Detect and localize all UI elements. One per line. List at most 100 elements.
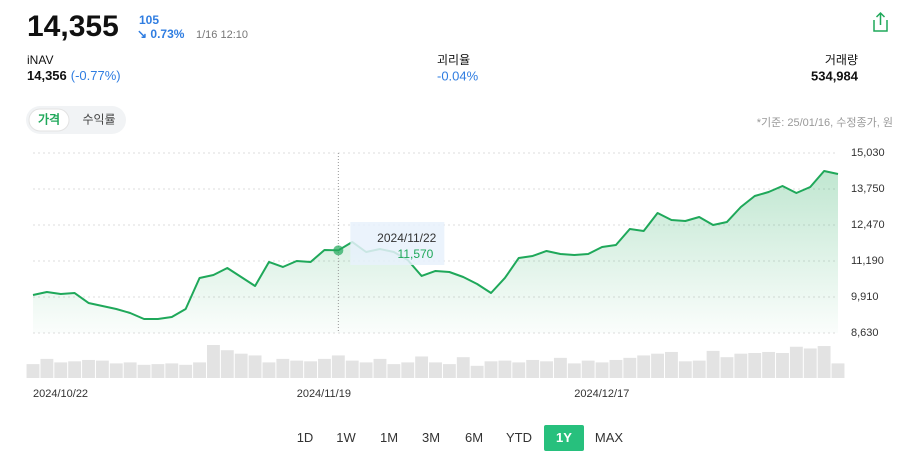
tooltip-value: 11,570 — [398, 247, 434, 261]
volume-bar — [429, 362, 442, 378]
gap-label: 괴리율 — [437, 53, 470, 67]
volume-bar — [442, 364, 456, 378]
volume-bar — [318, 358, 331, 378]
volume-bar — [734, 353, 748, 378]
volume-bar — [789, 346, 803, 378]
volume-bar — [762, 351, 776, 378]
change: 105 — [139, 13, 159, 27]
inav-line: 14,356 (-0.77%) — [27, 68, 121, 83]
range-button[interactable]: MAX — [595, 430, 624, 445]
x-tick-label: 2024/12/17 — [574, 388, 629, 400]
volume-bar — [359, 362, 373, 378]
volume-bar — [748, 352, 762, 378]
tab-active-bg — [28, 108, 70, 132]
volume-bar — [651, 353, 665, 378]
volume-bar — [248, 355, 262, 378]
volume-bar — [678, 361, 692, 378]
range-button[interactable]: 1D — [297, 430, 314, 445]
volume-label: 거래량 — [825, 53, 858, 67]
volume-bar — [470, 365, 484, 378]
volume-bar — [803, 348, 817, 378]
inav-pct: (-0.77%) — [71, 68, 121, 83]
share-arrow — [875, 11, 886, 25]
volume-bar — [193, 362, 206, 378]
volume-bar — [637, 355, 651, 378]
volume-bar — [526, 359, 540, 378]
range-button[interactable]: 1Y — [556, 430, 572, 445]
tooltip-bg — [350, 222, 445, 265]
volume-bar — [109, 363, 123, 378]
volume-bar — [415, 356, 429, 378]
x-tick-label: 2024/11/19 — [297, 388, 351, 400]
y-tick-label: 9,910 — [851, 291, 879, 303]
volume-bar — [26, 364, 40, 378]
volume-bar — [54, 362, 68, 378]
volume-bar — [331, 355, 345, 378]
volume-bar — [401, 362, 415, 378]
range-button[interactable]: 1M — [380, 430, 398, 445]
volume-bar — [581, 360, 595, 378]
volume-bar — [276, 358, 290, 378]
range-active-bg — [544, 425, 584, 451]
volume-bar — [553, 357, 567, 378]
volume-bar — [151, 364, 165, 378]
share-box — [873, 20, 888, 32]
inav-value: 14,356 — [27, 68, 67, 83]
inav-label: iNAV — [27, 53, 53, 67]
volume-bar — [595, 362, 609, 378]
volume-bar — [137, 364, 151, 378]
tab[interactable]: 가격 — [38, 112, 60, 127]
y-tick-label: 11,190 — [851, 255, 884, 267]
volume-bar — [304, 361, 318, 378]
volume-bar — [345, 360, 359, 378]
tooltip-date: 2024/11/22 — [377, 231, 436, 245]
price-line — [32, 170, 839, 320]
volume-bar — [817, 346, 831, 378]
volume-bar — [123, 362, 137, 378]
tab[interactable]: 수익률 — [82, 113, 115, 127]
volume-value: 534,984 — [811, 68, 859, 83]
tooltip-dot — [333, 245, 344, 256]
volume-bar — [720, 357, 734, 378]
volume-bar — [623, 357, 637, 378]
volume-bar — [692, 360, 706, 378]
volume-bar — [40, 358, 54, 378]
volume-bar — [498, 360, 512, 378]
gap-value: -0.04% — [437, 68, 479, 83]
basis-note: *기준: 25/01/16, 수정종가, 원 — [757, 116, 893, 129]
volume-bar — [706, 350, 720, 378]
volume-bar — [220, 350, 234, 378]
share-icon[interactable] — [873, 11, 888, 32]
volume-bar — [540, 361, 553, 378]
tabs: 가격 수익률 — [28, 108, 116, 132]
volume-bar — [82, 359, 95, 378]
volume-bar — [776, 352, 789, 378]
volume-bar — [165, 363, 179, 378]
range-button[interactable]: 6M — [465, 430, 483, 445]
range-buttons: 1D 1W 1M 3M 6M YTD 1Y MAX — [297, 425, 624, 451]
y-tick-label: 15,030 — [851, 147, 885, 159]
y-tick-label: 13,750 — [851, 183, 885, 195]
y-tick-label: 8,630 — [851, 327, 879, 339]
chart: 15,030 13,750 12,470 11,190 9,910 8,630 2024/1… — [26, 147, 885, 400]
y-tick-label: 12,470 — [851, 219, 885, 231]
price: 14,355 — [27, 10, 119, 43]
volume-bar — [179, 364, 193, 378]
volume-bar — [484, 361, 498, 378]
change-pct: ↘ 0.73% — [137, 27, 185, 41]
price-area — [33, 171, 838, 333]
volume-bar — [373, 358, 387, 378]
volume-bar — [206, 345, 220, 378]
volume-bar — [665, 351, 678, 378]
volume-bar — [512, 362, 526, 378]
volume-bar — [831, 363, 845, 378]
time: 1/16 12:10 — [196, 29, 248, 41]
volume-bar — [567, 363, 581, 378]
volume-bar — [290, 360, 304, 378]
range-button[interactable]: YTD — [506, 430, 532, 445]
range-button[interactable]: 3M — [422, 430, 440, 445]
volume-bar — [68, 361, 82, 378]
range-button[interactable]: 1W — [336, 430, 356, 445]
